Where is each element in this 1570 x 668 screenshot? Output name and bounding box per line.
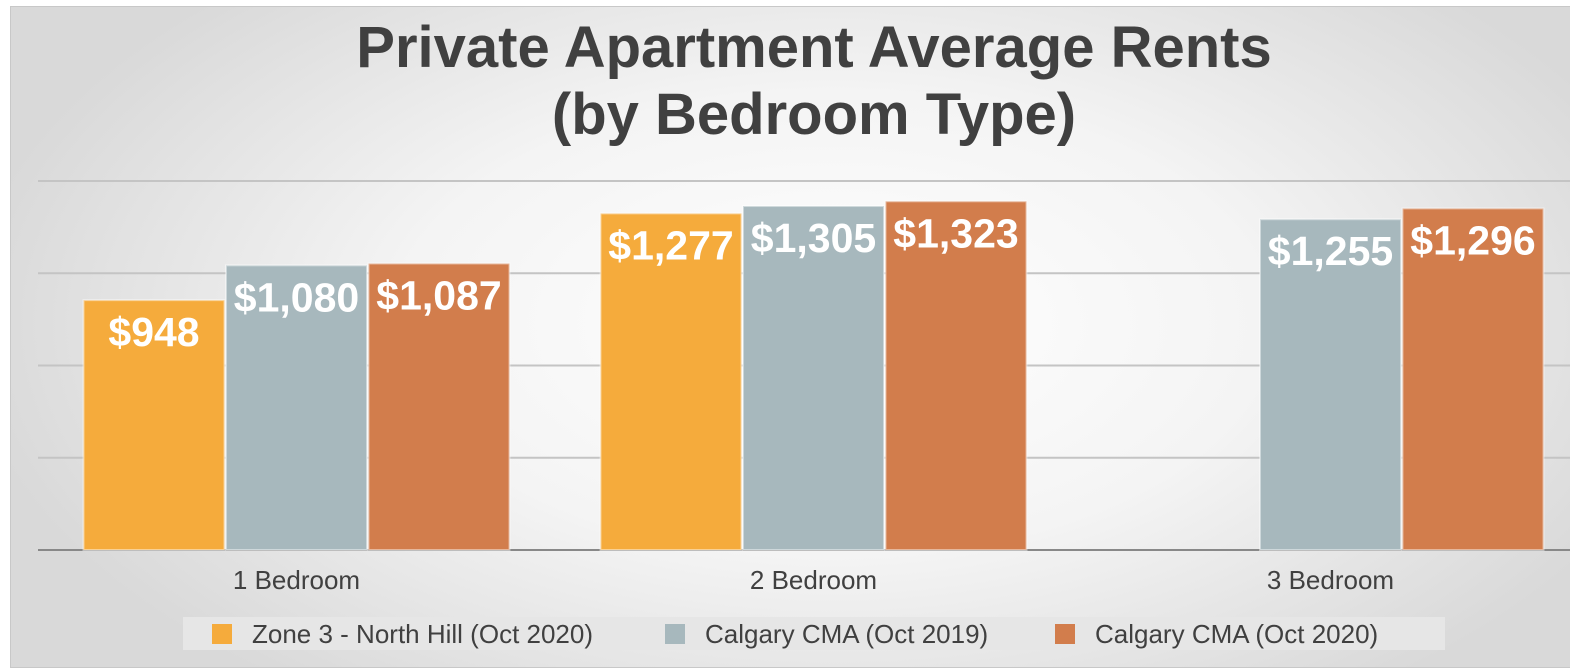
page: Private Apartment Average Rents (by Bedr… xyxy=(10,6,1570,668)
bar xyxy=(225,264,368,551)
data-label: $1,296 xyxy=(1410,217,1535,263)
chart: 1 Bedroom $948 $1,080 $1,087 2 Bedroom $1,277… xyxy=(38,180,1570,650)
x-tick-label: 2 Bedroom xyxy=(750,565,877,595)
bar xyxy=(599,212,743,551)
bar xyxy=(1259,218,1402,551)
x-tick-label: 3 Bedroom xyxy=(1267,565,1394,595)
bar xyxy=(82,299,226,551)
legend-label: Calgary CMA (Oct 2020) xyxy=(1095,619,1378,649)
bar xyxy=(367,262,511,551)
data-label: $1,080 xyxy=(234,274,359,320)
legend-swatch xyxy=(1055,624,1075,644)
legend-swatch xyxy=(665,624,685,644)
data-label: $1,277 xyxy=(608,222,733,268)
x-tick-label: 1 Bedroom xyxy=(233,565,360,595)
legend-label: Zone 3 - North Hill (Oct 2020) xyxy=(252,619,593,649)
legend-box xyxy=(183,617,1445,650)
legend-label: Calgary CMA (Oct 2019) xyxy=(705,619,988,649)
bar xyxy=(884,200,1028,551)
data-label: $948 xyxy=(108,309,199,355)
data-label: $1,323 xyxy=(893,210,1018,256)
data-label: $1,305 xyxy=(751,215,876,261)
chart-title: Private Apartment Average Rents (by Bedr… xyxy=(356,15,1272,147)
data-label: $1,255 xyxy=(1268,228,1393,274)
legend-swatch xyxy=(212,624,232,644)
bar xyxy=(742,205,885,552)
bar xyxy=(1401,207,1545,551)
data-label: $1,087 xyxy=(376,272,501,318)
